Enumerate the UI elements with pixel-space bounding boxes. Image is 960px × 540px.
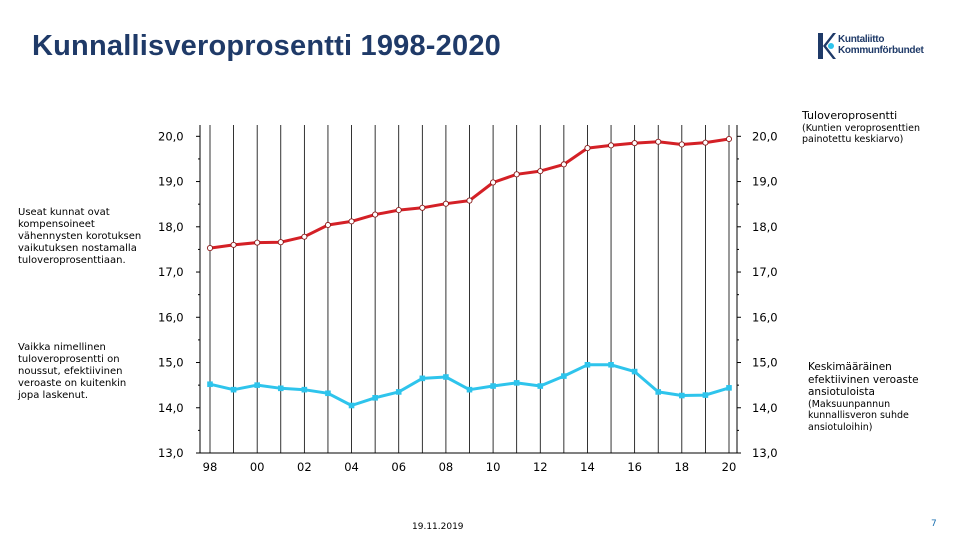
point-effective-2010 (490, 383, 496, 389)
y-tick-label-left: 18,0 (158, 220, 184, 234)
point-nominal-2006 (395, 207, 402, 214)
y-tick-label-left: 13,0 (158, 446, 184, 460)
point-nominal-2013 (560, 161, 567, 168)
point-effective-2005 (372, 395, 378, 401)
point-effective-2017 (655, 389, 662, 395)
x-tick-label-2008: 08 (439, 460, 454, 474)
y-tick-label-left: 20,0 (158, 129, 184, 143)
point-nominal-2018 (678, 141, 685, 148)
point-nominal-2017 (655, 138, 662, 145)
point-effective-1998 (207, 381, 213, 388)
point-effective-2008 (443, 374, 449, 380)
point-effective-2003 (325, 390, 331, 397)
x-tick-label-2018: 18 (674, 460, 689, 474)
legend-nominal-lead: Tuloveroprosentti (802, 109, 898, 122)
y-tick-label-right: 14,0 (752, 401, 778, 415)
y-tick-label-left: 19,0 (158, 175, 184, 189)
point-effective-2013 (561, 373, 567, 379)
y-tick-label-right: 19,0 (752, 175, 778, 189)
point-effective-2002 (301, 386, 308, 393)
legend-nominal-sub: (Kuntien veroprosenttien painotettu kesk… (802, 122, 921, 146)
point-nominal-2005 (372, 211, 379, 218)
point-nominal-2000 (254, 239, 261, 246)
y-tick-label-left: 14,0 (158, 401, 184, 415)
legend-effective-lead: Keskimääräinen efektiivinen veroaste ans… (808, 361, 919, 398)
x-tick-label-2016: 16 (627, 460, 642, 474)
point-nominal-1998 (206, 245, 214, 252)
y-tick-label-left: 16,0 (158, 310, 184, 324)
point-nominal-2003 (324, 221, 332, 229)
point-nominal-2011 (513, 171, 520, 178)
y-tick-label-right: 17,0 (752, 265, 778, 279)
y-tick-label-left: 15,0 (158, 356, 184, 370)
y-tick-label-right: 15,0 (752, 356, 778, 370)
point-nominal-2004 (348, 218, 355, 225)
point-nominal-2014 (584, 145, 591, 152)
side-note-compensation: Useat kunnat ovat kompensoineet vähennys… (18, 207, 142, 266)
x-tick-label-1998: 98 (203, 460, 218, 474)
y-tick-label-right: 16,0 (752, 310, 778, 324)
page-title: Kunnallisveroprosentti 1998-2020 (32, 30, 501, 62)
point-nominal-2001 (277, 239, 284, 246)
point-nominal-2007 (419, 204, 426, 211)
point-effective-2006 (395, 389, 402, 395)
y-tick-label-right: 13,0 (752, 446, 778, 460)
point-effective-2020 (726, 385, 732, 391)
point-effective-2014 (584, 361, 591, 368)
x-tick-label-2002: 02 (297, 460, 312, 474)
point-effective-1999 (230, 386, 237, 393)
point-effective-2000 (254, 382, 260, 388)
point-nominal-1999 (230, 241, 237, 248)
point-effective-2016 (631, 368, 638, 375)
point-effective-2015 (608, 361, 614, 368)
point-nominal-2010 (490, 179, 497, 186)
series-line-nominal (209, 137, 730, 250)
y-tick-label-right: 18,0 (752, 220, 778, 234)
y-tick-label-left: 17,0 (158, 265, 184, 279)
legend-effective-sub: (Maksuunpannun kunnallisveron suhde ansi… (808, 398, 909, 433)
logo-line-2: Kommunförbundet (838, 45, 924, 56)
legend-effective: Keskimääräinen efektiivinen veroaste ans… (808, 361, 948, 433)
x-tick-label-2020: 20 (722, 460, 737, 474)
x-tick-label-2012: 12 (533, 460, 548, 474)
point-nominal-2009 (466, 197, 473, 204)
point-effective-2011 (513, 380, 520, 386)
point-effective-2009 (466, 386, 473, 393)
brand-logo: Kuntaliitto Kommunförbundet (816, 32, 936, 62)
x-tick-label-2014: 14 (580, 460, 595, 474)
point-effective-2007 (419, 375, 426, 382)
logo-text: Kuntaliitto Kommunförbundet (838, 34, 924, 56)
x-tick-label-2006: 06 (391, 460, 406, 474)
point-effective-2012 (537, 383, 544, 389)
point-nominal-2008 (442, 200, 449, 207)
side-note-effective: Vaikka nimellinen tuloveroprosentti on n… (18, 342, 127, 401)
point-effective-2018 (679, 392, 685, 399)
y-tick-label-right: 20,0 (752, 129, 778, 143)
point-nominal-2002 (301, 233, 308, 240)
point-effective-2019 (702, 392, 709, 398)
point-nominal-2019 (702, 139, 709, 146)
logo-k-icon (818, 33, 836, 59)
x-tick-label-2010: 10 (486, 460, 501, 474)
point-effective-2001 (277, 385, 284, 392)
point-nominal-2020 (725, 135, 733, 143)
x-tick-label-2004: 04 (344, 460, 359, 474)
series-line-effective (209, 363, 730, 407)
x-tick-label-2000: 00 (250, 460, 265, 474)
point-effective-2004 (348, 402, 355, 409)
point-nominal-2016 (631, 140, 638, 147)
footer-date: 19.11.2019 (412, 522, 464, 532)
point-nominal-2012 (537, 168, 544, 175)
page-number: 7 (931, 519, 937, 529)
logo-line-1: Kuntaliitto (838, 34, 885, 45)
point-nominal-2015 (607, 142, 615, 149)
legend-nominal: Tuloveroprosentti (Kuntien veroprosentti… (802, 109, 952, 146)
